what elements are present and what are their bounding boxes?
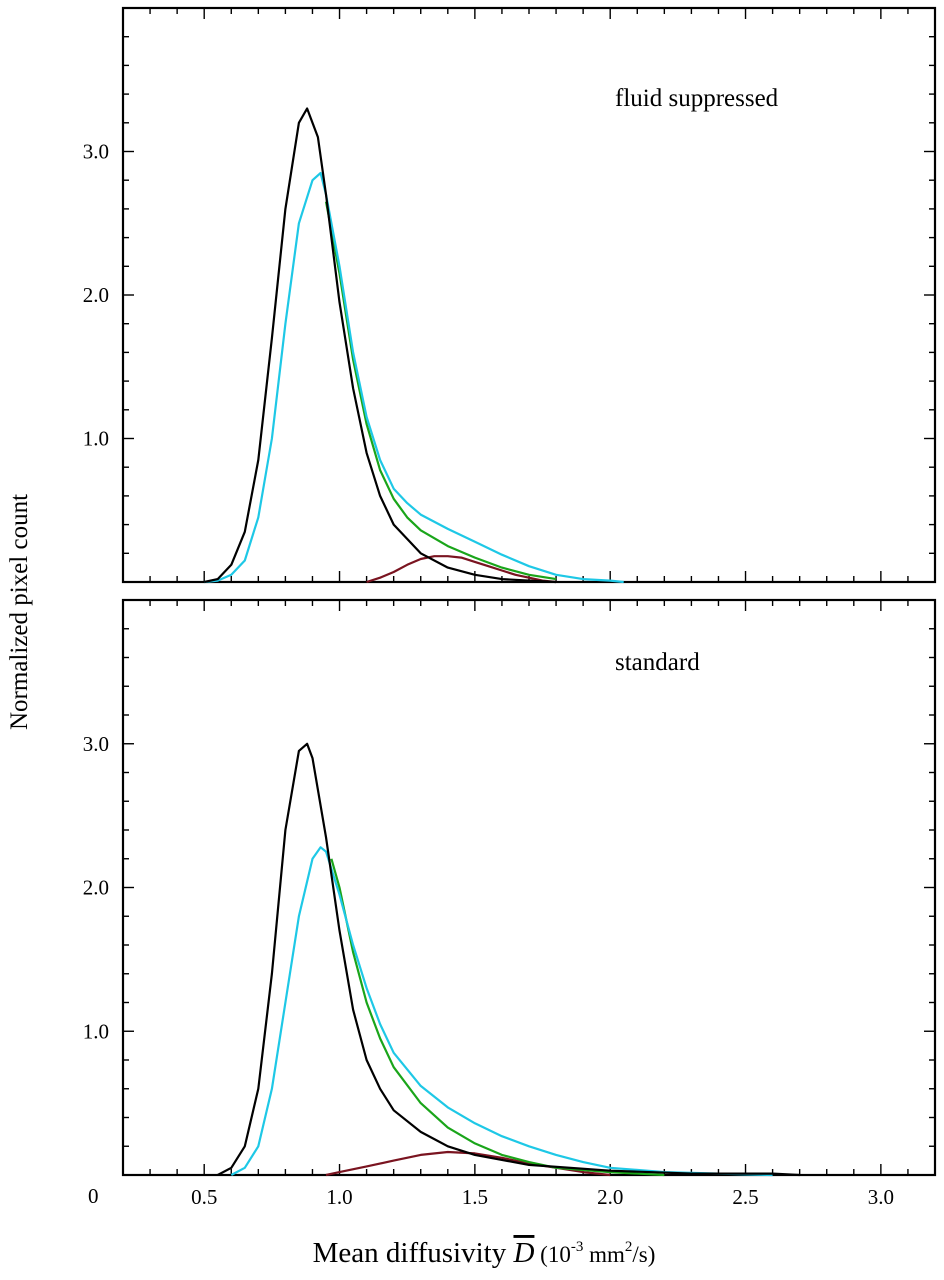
x-axis-title-unit-exp2: 2	[625, 1239, 633, 1255]
y-tick-labels: 1.0 2.0 3.0	[83, 140, 109, 451]
x-axis-title-unit-open: (10	[534, 1242, 570, 1267]
plot-frame	[121, 598, 937, 1177]
x-axis-title-prefix: Mean diffusivity	[313, 1237, 514, 1269]
y-tick-label: 2.0	[83, 283, 109, 307]
series-line-black	[217, 742, 800, 1177]
x-tick-label: 2.5	[732, 1185, 758, 1209]
x-tick-label: 0.5	[191, 1185, 217, 1209]
y-tick-label: 1.0	[83, 1019, 109, 1043]
panel-label: standard	[615, 649, 700, 676]
zero-tick-label: 0	[88, 1184, 99, 1208]
panel-fluid-suppressed: fluid suppressed 1.0 2.0 3.0	[83, 6, 937, 584]
y-tick-label: 1.0	[83, 427, 109, 451]
panel-label: fluid suppressed	[615, 85, 779, 112]
x-tick-label: 1.0	[326, 1185, 352, 1209]
series-line-black	[203, 107, 557, 584]
series-line-cyan	[230, 846, 773, 1177]
series-group	[203, 107, 624, 584]
x-axis-title-unit-mid: mm	[583, 1242, 625, 1267]
x-axis-title-unit-exp: -3	[571, 1239, 584, 1255]
y-tick-label: 3.0	[83, 140, 109, 164]
series-line-cyan	[204, 171, 624, 584]
x-axis-title-unit-close: /s)	[632, 1242, 655, 1267]
y-tick-labels: 1.0 2.0 3.0	[83, 732, 109, 1044]
x-tick-label: 2.0	[597, 1185, 623, 1209]
series-line-green	[330, 858, 665, 1177]
y-tick-label: 3.0	[83, 732, 109, 756]
x-tick-label: 1.5	[462, 1185, 488, 1209]
plot-frame	[121, 6, 937, 584]
x-tick-label: 3.0	[868, 1185, 894, 1209]
x-tick-labels: 0.5 1.0 1.5 2.0 2.5 3.0	[191, 1185, 894, 1209]
series-line-darkred	[325, 1150, 611, 1177]
series-group	[217, 742, 800, 1177]
x-axis-title-symbol: D	[512, 1237, 534, 1269]
y-tick-label: 2.0	[83, 876, 109, 900]
series-line-darkred	[366, 555, 557, 584]
y-axis-title: Normalized pixel count	[6, 494, 33, 730]
panel-standard: standard 1.0 2.0 3.0 0.5 1.0 1.5 2.0 2.5 3.0	[83, 598, 937, 1209]
series-line-green	[324, 201, 557, 581]
x-axis-title: Mean diffusivity D (10-3 mm2/s)	[313, 1237, 656, 1269]
axis-ticks	[123, 8, 935, 582]
axis-ticks	[123, 600, 935, 1175]
